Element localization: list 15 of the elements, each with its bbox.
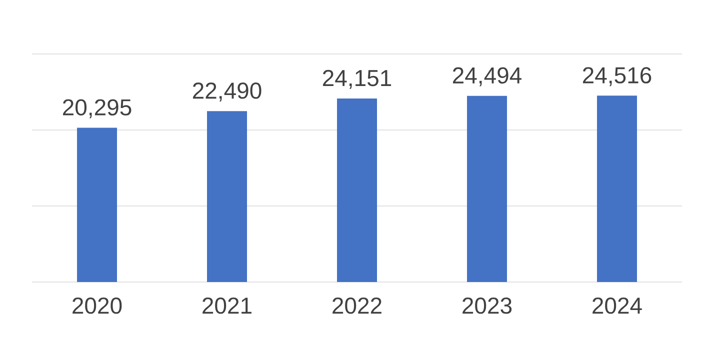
data-label: 22,490 xyxy=(192,82,262,102)
x-tick-label: 2022 xyxy=(332,298,382,314)
bar xyxy=(467,96,507,282)
data-label: 24,151 xyxy=(322,70,392,89)
data-label: 24,516 xyxy=(582,67,652,86)
data-label: 20,295 xyxy=(62,99,132,118)
x-tick-label: 2024 xyxy=(592,298,642,314)
bar xyxy=(596,96,637,282)
bar xyxy=(337,98,377,282)
bar xyxy=(77,128,118,282)
x-tick-label: 2020 xyxy=(72,298,122,314)
x-tick-label: 2021 xyxy=(202,298,252,314)
x-tick-label: 2023 xyxy=(462,298,512,314)
data-label: 24,494 xyxy=(452,67,522,86)
bar xyxy=(207,111,248,282)
